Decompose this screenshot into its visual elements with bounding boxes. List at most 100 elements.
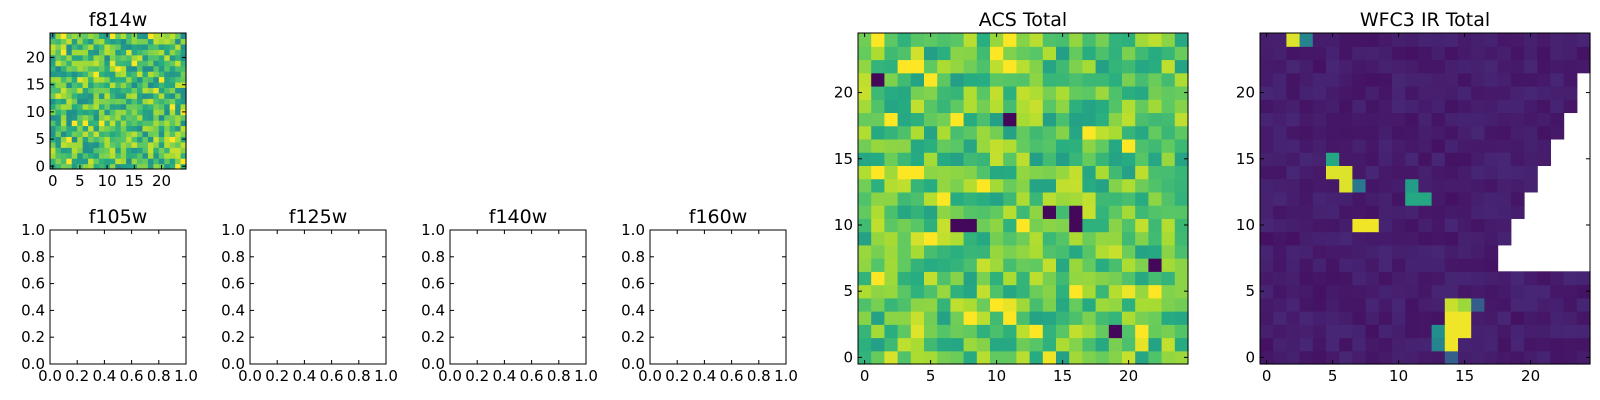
heatmap-cell bbox=[1510, 46, 1525, 61]
heatmap-cell bbox=[1497, 152, 1512, 166]
heatmap-cell bbox=[126, 130, 133, 137]
heatmap-cell bbox=[871, 284, 885, 299]
heatmap-cell bbox=[910, 178, 925, 193]
heatmap-cell bbox=[1135, 218, 1149, 233]
heatmap-cell bbox=[1016, 258, 1031, 272]
heatmap-cell bbox=[1056, 59, 1070, 74]
heatmap-cell bbox=[1135, 99, 1149, 114]
heatmap-cell bbox=[71, 38, 78, 45]
y-tick-label: 0.8 bbox=[221, 248, 245, 266]
heatmap-cell bbox=[1082, 59, 1097, 74]
heatmap-cell bbox=[1510, 284, 1525, 299]
heatmap-cell bbox=[1537, 297, 1551, 312]
heatmap-cell bbox=[1444, 231, 1459, 246]
heatmap-cell bbox=[1471, 297, 1485, 312]
heatmap-cell bbox=[910, 191, 925, 206]
heatmap-cell bbox=[1339, 218, 1353, 233]
heatmap-cell bbox=[1016, 337, 1031, 352]
heatmap-cell bbox=[88, 87, 95, 94]
heatmap-cell bbox=[71, 130, 78, 137]
heatmap-cell bbox=[175, 103, 182, 110]
heatmap-cell bbox=[937, 324, 951, 339]
heatmap-cell bbox=[164, 71, 171, 78]
heatmap-cell bbox=[1135, 311, 1149, 325]
heatmap-cell bbox=[1484, 271, 1499, 286]
panel-title-f160w: f160w bbox=[689, 206, 748, 228]
heatmap-cell bbox=[1299, 59, 1314, 74]
heatmap-cell bbox=[147, 43, 154, 50]
heatmap-cell bbox=[963, 46, 978, 61]
heatmap-cell bbox=[137, 81, 144, 88]
heatmap-cell bbox=[98, 120, 105, 127]
heatmap-cell bbox=[858, 205, 872, 219]
heatmap-cell bbox=[153, 163, 160, 170]
heatmap-cell bbox=[180, 125, 187, 132]
heatmap-cell bbox=[93, 60, 100, 67]
heatmap-cell bbox=[1273, 324, 1287, 339]
heatmap-cell bbox=[1392, 297, 1406, 312]
heatmap-cell bbox=[131, 158, 138, 165]
heatmap-cell bbox=[66, 43, 73, 50]
heatmap-cell bbox=[897, 297, 912, 312]
heatmap-cell bbox=[1537, 152, 1551, 166]
heatmap-cell bbox=[1418, 244, 1433, 259]
heatmap-cell bbox=[1458, 165, 1472, 180]
heatmap-cell bbox=[1069, 350, 1083, 365]
heatmap-cell bbox=[158, 38, 165, 45]
heatmap-cell bbox=[1056, 191, 1070, 206]
heatmap-cell bbox=[937, 46, 951, 61]
heatmap-cell bbox=[137, 152, 144, 159]
heatmap-cell bbox=[88, 141, 95, 148]
heatmap-cell bbox=[1431, 284, 1446, 299]
heatmap-cell bbox=[147, 130, 154, 137]
heatmap-cell bbox=[60, 54, 67, 61]
heatmap-cell bbox=[1431, 33, 1446, 47]
heatmap-cell bbox=[1444, 125, 1459, 140]
heatmap-cell bbox=[1392, 271, 1406, 286]
heatmap-cell bbox=[1458, 33, 1472, 47]
heatmap-cell bbox=[1122, 59, 1136, 74]
heatmap-cell bbox=[93, 87, 100, 94]
heatmap-cell bbox=[109, 81, 116, 88]
heatmap-cell bbox=[1418, 337, 1433, 352]
heatmap-cell bbox=[142, 158, 149, 165]
heatmap-cell bbox=[1497, 72, 1512, 87]
heatmap-cell bbox=[147, 158, 154, 165]
heatmap-cell bbox=[1510, 72, 1525, 87]
heatmap-cell bbox=[131, 65, 138, 72]
heatmap-cell bbox=[910, 152, 925, 166]
heatmap-cell bbox=[924, 231, 938, 246]
heatmap-cell bbox=[98, 141, 105, 148]
heatmap-cell bbox=[990, 205, 1004, 219]
heatmap-cell bbox=[1365, 205, 1380, 219]
heatmap-cell bbox=[66, 136, 73, 143]
heatmap-cell bbox=[937, 231, 951, 246]
heatmap-cell bbox=[1326, 178, 1340, 193]
y-tick-label: 5 bbox=[35, 130, 45, 148]
heatmap-cell bbox=[115, 152, 122, 159]
heatmap-cell bbox=[126, 120, 133, 127]
heatmap-cell bbox=[924, 191, 938, 206]
heatmap-cell bbox=[990, 165, 1004, 180]
heatmap-cell bbox=[71, 120, 78, 127]
heatmap-cell bbox=[175, 92, 182, 99]
heatmap-cell bbox=[164, 130, 171, 137]
heatmap-cell bbox=[1299, 72, 1314, 87]
heatmap-cell bbox=[175, 38, 182, 45]
heatmap-cell bbox=[50, 158, 57, 165]
heatmap-cell bbox=[164, 163, 171, 170]
heatmap-cell bbox=[109, 125, 116, 132]
heatmap-cell bbox=[93, 54, 100, 61]
heatmap-cell bbox=[77, 103, 84, 110]
heatmap-cell bbox=[180, 103, 187, 110]
heatmap-cell bbox=[1148, 271, 1163, 286]
heatmap-cell bbox=[131, 60, 138, 67]
heatmap-cell bbox=[1312, 284, 1327, 299]
heatmap-cell bbox=[1108, 337, 1123, 352]
heatmap-cell bbox=[169, 109, 176, 116]
heatmap-cell bbox=[109, 109, 116, 116]
heatmap-cell bbox=[147, 33, 154, 40]
heatmap-cell bbox=[1016, 244, 1031, 259]
heatmap-cell bbox=[1524, 46, 1538, 61]
heatmap-cell bbox=[950, 125, 965, 140]
